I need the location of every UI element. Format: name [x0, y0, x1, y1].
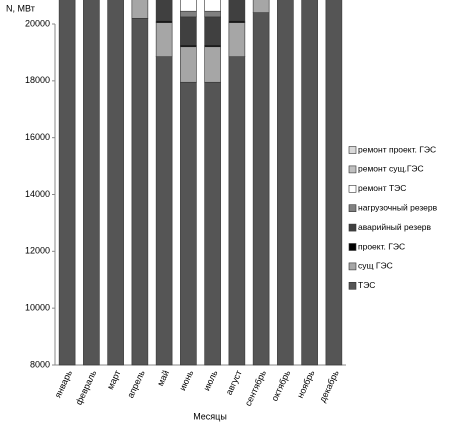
x-tick-label: январь [53, 368, 75, 399]
bar-segment [325, 0, 343, 366]
legend-swatch [348, 223, 357, 232]
bar-segment [180, 0, 197, 12]
legend-label: ремонт проект. ГЭС [358, 144, 436, 154]
legend-label: ТЭС [358, 280, 375, 290]
bar-segment [155, 22, 173, 57]
x-tick-label: октябрь [269, 368, 292, 402]
y-tick-label: 20000 [25, 18, 50, 28]
x-tick-label: апрель [125, 368, 147, 399]
x-tick-label: март [105, 369, 123, 391]
bar-segment [228, 56, 246, 366]
legend-label: проект. ГЭС [358, 241, 405, 251]
bar-segment [204, 0, 221, 12]
x-tick-label: июнь [177, 368, 195, 392]
bar-segment [180, 10, 197, 18]
legend-swatch [348, 262, 357, 271]
bar-segment [155, 0, 173, 22]
y-tick-label: 8000 [30, 359, 50, 369]
legend-swatch [348, 165, 357, 174]
x-tick-label: август [224, 369, 244, 397]
y-tick-label: 12000 [25, 246, 50, 256]
bar-segment [131, 0, 149, 19]
bar-segment [277, 0, 294, 366]
bar-segment [155, 56, 173, 366]
x-tick-label: декабрь [317, 368, 341, 404]
x-axis-title: Месяцы [193, 411, 227, 421]
bar-segment [58, 0, 76, 366]
bar-segment [180, 81, 197, 366]
bar-segment [228, 22, 246, 57]
y-tick-label: 16000 [25, 132, 50, 142]
bar-segment [252, 12, 270, 366]
bar-segment [83, 0, 100, 366]
legend-swatch [348, 146, 357, 154]
bar-segment [204, 10, 221, 18]
bar-segment [204, 16, 221, 46]
bar-segment [180, 16, 197, 46]
bar-segment [180, 46, 197, 83]
x-tick-label: май [155, 369, 171, 388]
bar-segment [301, 0, 318, 366]
bar-segment [107, 0, 124, 366]
legend-label: сущ ГЭС [358, 261, 393, 271]
legend-label: ремонт сущ.ГЭС [358, 164, 424, 174]
bar-segment [131, 18, 149, 366]
x-tick-label: ноябрь [295, 368, 317, 399]
legend-swatch [348, 204, 357, 212]
y-tick-label: 10000 [25, 303, 50, 313]
legend-label: аварийный резерв [358, 222, 432, 232]
y-tick-label: 14000 [25, 189, 50, 199]
y-tick-label: 18000 [25, 75, 50, 85]
bar-segment [252, 0, 270, 13]
legend-swatch [348, 185, 357, 193]
legend-label: ремонт ТЭС [358, 183, 406, 193]
bar-segment [204, 46, 221, 83]
legend-label: нагрузочный резерв [358, 202, 438, 212]
legend-swatch [348, 243, 357, 251]
legend-swatch [348, 281, 357, 290]
y-axis-title: N, МВт [6, 3, 35, 13]
x-tick-label: июль [201, 368, 219, 392]
x-tick-label: сентябрь [243, 368, 268, 407]
bar-segment [204, 81, 221, 366]
x-tick-label: февраль [74, 368, 99, 406]
bar-segment [228, 0, 246, 22]
